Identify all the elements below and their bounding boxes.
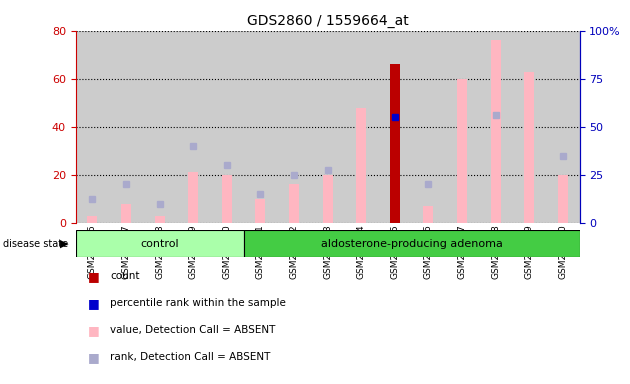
Text: aldosterone-producing adenoma: aldosterone-producing adenoma (321, 239, 503, 249)
Text: ■: ■ (88, 297, 100, 310)
Bar (76, 230, 244, 257)
Bar (154, 215, 164, 223)
Bar (390, 64, 400, 223)
Text: rank, Detection Call = ABSENT: rank, Detection Call = ABSENT (110, 352, 271, 362)
Bar (88, 215, 98, 223)
Bar (356, 108, 366, 223)
Text: ■: ■ (88, 324, 100, 337)
Text: percentile rank within the sample: percentile rank within the sample (110, 298, 286, 308)
Text: count: count (110, 271, 140, 281)
Bar (289, 184, 299, 223)
Bar (323, 175, 333, 223)
Bar (121, 204, 131, 223)
Text: control: control (140, 239, 179, 249)
Bar (457, 79, 467, 223)
Bar (244, 230, 580, 257)
Bar (491, 40, 501, 223)
Text: ■: ■ (88, 351, 100, 364)
Bar (524, 71, 534, 223)
Bar (423, 206, 433, 223)
Text: disease state: disease state (3, 239, 68, 249)
Bar (558, 175, 568, 223)
Title: GDS2860 / 1559664_at: GDS2860 / 1559664_at (247, 14, 408, 28)
Text: value, Detection Call = ABSENT: value, Detection Call = ABSENT (110, 325, 276, 335)
Bar (255, 199, 265, 223)
Text: ■: ■ (88, 270, 100, 283)
Bar (222, 175, 232, 223)
Bar (188, 172, 198, 223)
Text: ▶: ▶ (60, 239, 68, 249)
